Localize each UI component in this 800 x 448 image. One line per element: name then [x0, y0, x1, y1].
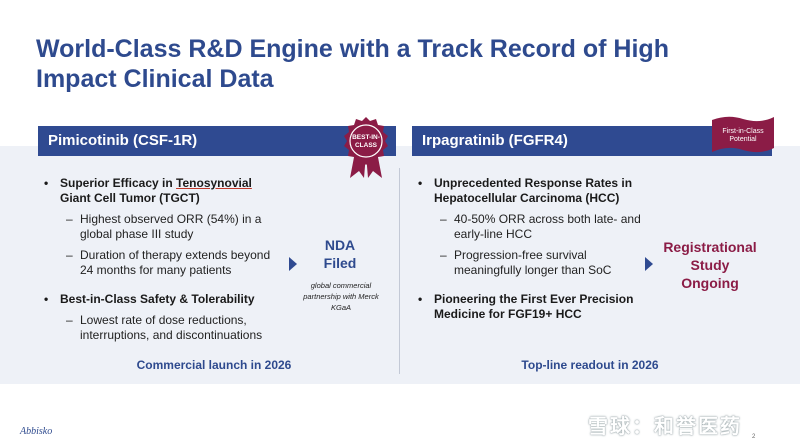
column-divider [399, 168, 400, 374]
watermark-text: 雪球：和誉医药 [588, 416, 742, 438]
left-sub-orr: Highest observed ORR (54%) in a global p… [44, 212, 284, 242]
left-bullet1-text-b: Giant Cell Tumor (TGCT) [60, 191, 200, 205]
slide-title: World-Class R&D Engine with a Track Reco… [36, 35, 669, 93]
right-arrow-icon [645, 257, 653, 271]
rosette-text-line1: BEST-IN- [352, 134, 380, 141]
right-bullet-precision: Pioneering the First Ever Precision Medi… [418, 292, 654, 322]
callout-left-line1: NDA [324, 237, 356, 253]
left-bullet1-text-underlined: Tenosynovial [176, 176, 252, 190]
right-sub-orr: 40-50% ORR across both late- and early-l… [418, 212, 654, 242]
right-sub-pfs: Progression-free survival meaningfully l… [418, 248, 654, 278]
callout-left-line2: Filed [323, 255, 357, 271]
flag-text-line2: Potential [729, 136, 757, 143]
left-footer-text: Commercial launch in 2026 [136, 358, 292, 372]
abbisko-logo: Abbisko [20, 426, 53, 437]
rosette-text-line2: CLASS [355, 142, 378, 149]
left-arrow-icon [289, 257, 297, 271]
left-bullet-safety: Best-in-Class Safety & Tolerability [44, 292, 284, 307]
callout-right-line2: Study [690, 257, 730, 273]
flag-text-line1: First-in-Class [722, 128, 764, 135]
best-in-class-rosette-icon: BEST-IN- CLASS [344, 117, 388, 178]
partnership-note: global commercial partnership with Merck… [303, 281, 379, 312]
left-bullet-efficacy: Superior Efficacy in Tenosynovial Giant … [44, 176, 284, 206]
nda-filed-callout: NDA Filed [302, 236, 378, 272]
first-in-class-flag-icon: First-in-Class Potential [712, 116, 774, 153]
callout-right-line3: Ongoing [681, 275, 739, 291]
page-number: 2 [752, 434, 756, 440]
right-footer-text: Top-line readout in 2026 [521, 358, 659, 372]
left-sub-dose: Lowest rate of dose reductions, interrup… [44, 313, 284, 343]
registrational-study-callout: Registrational Study Ongoing [656, 238, 764, 292]
left-bullet1-text-a: Superior Efficacy in [60, 176, 177, 190]
callout-right-line1: Registrational [663, 239, 757, 255]
right-bullet-response: Unprecedented Response Rates in Hepatoce… [418, 176, 654, 206]
left-header-bar: Pimicotinib (CSF-1R) [38, 126, 396, 156]
left-sub-duration: Duration of therapy extends beyond 24 mo… [44, 248, 284, 278]
left-column: Superior Efficacy in Tenosynovial Giant … [44, 176, 284, 343]
right-column: Unprecedented Response Rates in Hepatoce… [418, 176, 654, 322]
